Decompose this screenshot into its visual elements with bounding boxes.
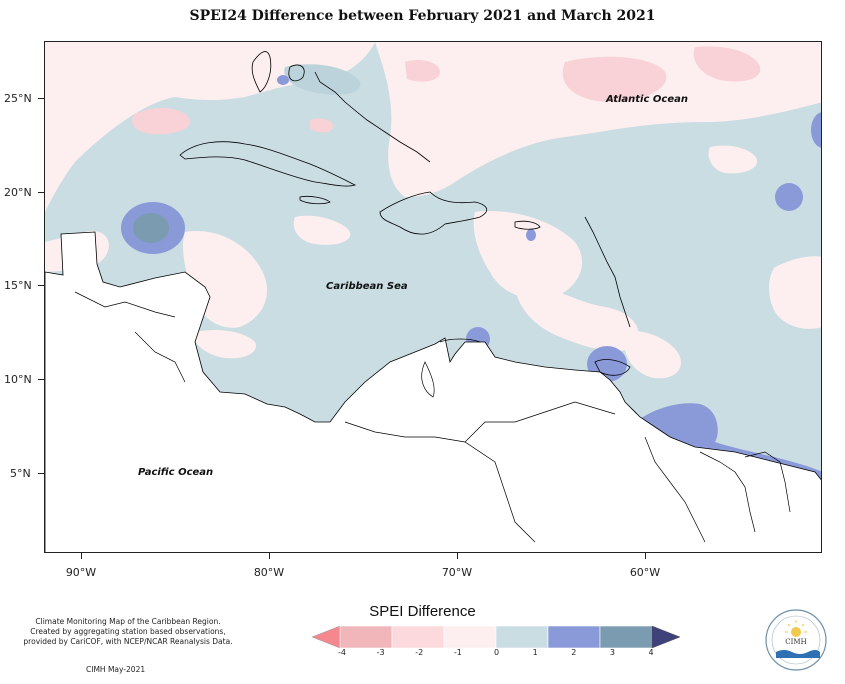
credits-line: provided by CariCOF, with NCEP/NCAR Rean… (23, 637, 233, 646)
colorbar-tick-label: -4 (338, 648, 346, 657)
colorbar-cell (339, 626, 393, 648)
islands (179, 51, 631, 376)
credits-block: Climate Monitoring Map of the Caribbean … (18, 617, 238, 647)
colorbar (312, 626, 681, 648)
cimh-logo: CIMH (765, 609, 827, 671)
colorbar-tick-label: -2 (415, 648, 424, 657)
colorbar-tick-label: -1 (453, 648, 462, 657)
spei-map-svg (45, 42, 821, 552)
lat-label-20n: 20°N (4, 186, 32, 199)
lon-label-90w: 90°W (65, 566, 97, 579)
colorbar-cells (339, 626, 653, 648)
lon-label-60w: 60°W (629, 566, 661, 579)
lat-label-5n: 5°N (10, 467, 31, 480)
lon-tick (269, 553, 270, 559)
label-caribbean-sea: Caribbean Sea (326, 281, 408, 292)
legend-title: SPEI Difference (369, 603, 476, 620)
lon-tick (457, 553, 458, 559)
lon-tick (645, 553, 646, 559)
colorbar-cell (599, 626, 653, 648)
colorbar-tick-label: 1 (532, 648, 538, 657)
lat-tick (38, 285, 44, 286)
label-atlantic-ocean: Atlantic Ocean (606, 94, 688, 105)
lat-tick (38, 192, 44, 193)
lon-tick (81, 553, 82, 559)
colorbar-arrow-left (312, 626, 341, 648)
lon-label-70w: 70°W (441, 566, 473, 579)
lat-tick (38, 379, 44, 380)
colorbar-tick-label: 3 (609, 648, 615, 657)
positive-strong-area (133, 213, 169, 243)
credits-date: CIMH May-2021 (86, 665, 146, 674)
colorbar-tick-label: 4 (648, 648, 654, 657)
lat-label-15n: 15°N (4, 279, 32, 292)
map-frame (44, 41, 822, 553)
label-pacific-ocean: Pacific Ocean (138, 467, 214, 478)
colorbar-tick-label: 0 (493, 648, 500, 657)
colorbar-tick-label: -3 (376, 648, 385, 657)
borders (74, 291, 791, 543)
lat-label-10n: 10°N (4, 373, 32, 386)
colorbar-cell (443, 626, 497, 648)
colorbar-cell (547, 626, 601, 648)
colorbar-tick-label: 2 (571, 648, 577, 657)
lon-label-80w: 80°W (253, 566, 285, 579)
lat-tick (38, 473, 44, 474)
colorbar-cell (391, 626, 445, 648)
colorbar-cell (495, 626, 549, 648)
positive-light-areas (284, 64, 361, 95)
colorbar-arrow-right (651, 626, 681, 648)
negative-light-areas (45, 42, 821, 379)
land-outlines (45, 231, 821, 552)
lat-tick (38, 98, 44, 99)
map-title: SPEI24 Difference between February 2021 … (189, 8, 656, 24)
credits-line: Climate Monitoring Map of the Caribbean … (35, 617, 221, 626)
logo-text: CIMH (785, 638, 806, 646)
negative-medium-areas (132, 46, 761, 135)
lat-label-25n: 25°N (4, 92, 32, 105)
credits-line: Created by aggregating station based obs… (30, 627, 226, 636)
